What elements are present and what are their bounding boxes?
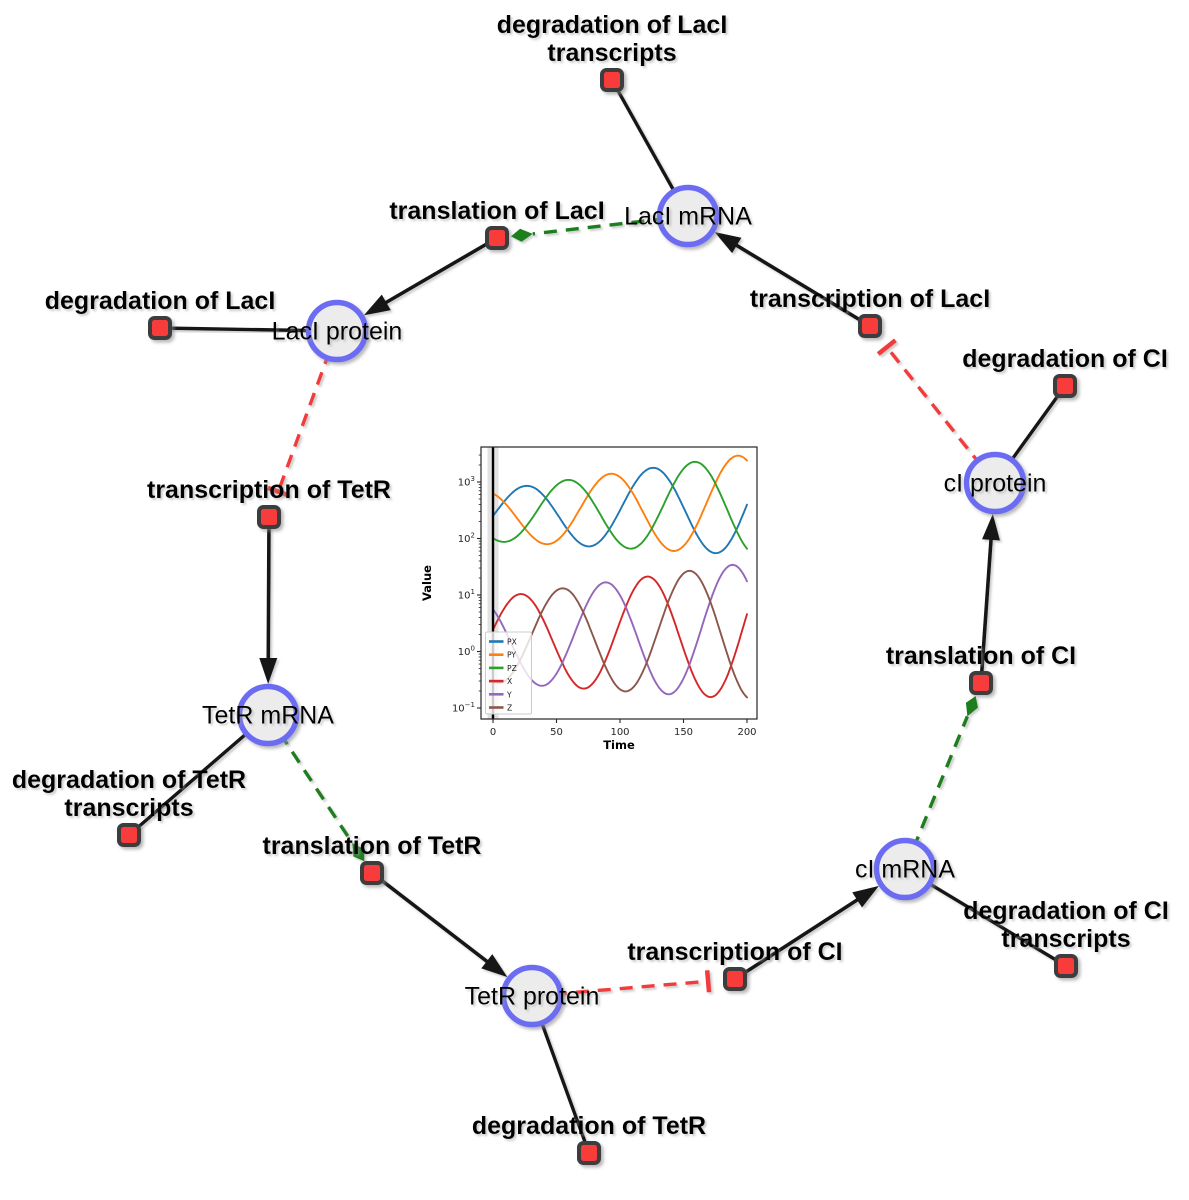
y-axis-title: Value	[420, 565, 434, 601]
x-tick-label: 200	[737, 727, 756, 738]
reaction-label-deg_tetR_tr-line1: degradation of TetR	[12, 766, 246, 794]
y-tick-label: 102	[458, 532, 475, 546]
y-tick-label: 103	[458, 475, 475, 489]
reaction-node-deg_tetR	[577, 1141, 601, 1165]
series-line-PZ	[492, 460, 748, 550]
reaction-node-transcr_tetR	[257, 505, 281, 529]
reaction-node-transl_tetR	[360, 861, 384, 885]
inset-chart: 0 50 100 150 200Time10−1100101102103ValuePXP…	[420, 446, 758, 752]
x-tick-label: 150	[674, 727, 693, 738]
reaction-node-deg_cI	[1053, 374, 1077, 398]
chart-legend: PX PY PZ XYZ	[485, 631, 532, 715]
edge-arrow-transcr_lacI-to-lacI_mRNA	[714, 232, 871, 328]
node-layer	[117, 68, 1078, 1165]
legend-label-X: X	[507, 677, 512, 686]
species-node-cI_protein	[963, 451, 1027, 515]
series-line-Y	[492, 563, 748, 696]
reaction-label-transl_cI: translation of CI	[886, 642, 1076, 670]
species-label-lacI_mRNA: LacI mRNA	[624, 203, 752, 231]
reaction-label-transl_tetR: translation of TetR	[263, 832, 482, 860]
plot-spines	[480, 446, 758, 720]
y-tick-label: 10−1	[452, 701, 475, 715]
y-tick-label: 101	[458, 588, 475, 602]
edge-arrow-transcr_cI-to-cI_mRNA	[734, 885, 879, 981]
series-lines	[492, 454, 748, 699]
species-label-cI_mRNA: cI mRNA	[855, 856, 955, 884]
x-tick-label: 0	[490, 727, 496, 738]
reaction-label-deg_cI_tr-line1: degradation of CI	[963, 897, 1169, 925]
series-line-PX	[492, 466, 748, 555]
reaction-label-deg_lacI: degradation of LacI	[45, 287, 276, 315]
y-tick-label: 100	[458, 645, 475, 659]
edge-arrow-transl_cI-to-cI_protein	[979, 513, 1000, 684]
reaction-label-deg_lacI_tr-line2: transcripts	[547, 39, 676, 67]
reaction-node-transcr_cI	[723, 967, 747, 991]
reaction-label-deg_cI_tr-line2: transcripts	[1001, 925, 1130, 953]
legend-label-PX: PX	[507, 638, 517, 647]
reaction-node-deg_lacI_tr	[600, 68, 624, 92]
reaction-label-deg_tetR_tr-line2: transcripts	[64, 794, 193, 822]
reaction-label-transcr_cI: transcription of CI	[627, 938, 842, 966]
reaction-label-transcr_tetR: transcription of TetR	[147, 476, 391, 504]
legend-label-PZ: PZ	[507, 664, 517, 673]
edge-arrow-transcr_tetR-to-tetR_mRNA	[259, 516, 278, 685]
edge-plain-cI_mRNA-to-deg_cI_tr	[904, 867, 1067, 968]
species-label-tetR_mRNA: TetR mRNA	[202, 702, 334, 730]
x-tick-label: 50	[550, 727, 563, 738]
reaction-node-deg_lacI	[148, 316, 172, 340]
series-line-Z	[492, 569, 748, 699]
edge-arrow-transl_lacI-to-lacI_protein	[363, 236, 498, 316]
species-label-lacI_protein: LacI protein	[272, 318, 403, 346]
reaction-label-deg_lacI_tr-line1: degradation of LacI	[497, 11, 728, 39]
x-axis: 0 50 100 150 200 Time	[490, 719, 757, 752]
species-node-tetR_mRNA	[236, 683, 300, 747]
legend-label-Y: Y	[506, 690, 512, 699]
reaction-label-transcr_lacI: transcription of LacI	[750, 285, 990, 313]
reaction-node-transl_lacI	[485, 226, 509, 250]
legend-label-Z: Z	[507, 704, 512, 713]
legend-label-PY: PY	[507, 651, 516, 660]
y-axis: 10−1 100 101 102 103	[452, 454, 481, 715]
edge-arrow-transl_tetR-to-tetR_protein	[370, 871, 508, 978]
x-tick-label: 100	[610, 727, 629, 738]
x-axis-title: Time	[603, 738, 635, 752]
species-node-tetR_protein	[500, 964, 564, 1028]
reaction-label-deg_cI: degradation of CI	[962, 345, 1168, 373]
reaction-node-deg_tetR_tr	[117, 823, 141, 847]
reaction-label-transl_lacI: translation of LacI	[389, 197, 604, 225]
species-label-cI_protein: cI protein	[944, 470, 1047, 498]
reaction-label-deg_tetR: degradation of TetR	[472, 1112, 706, 1140]
reaction-node-transl_cI	[969, 671, 993, 695]
series-line-X	[492, 575, 748, 699]
species-node-cI_mRNA	[873, 837, 937, 901]
reaction-node-transcr_lacI	[858, 314, 882, 338]
label-layer: LacI mRNA LacI protein TetR mRNA TetR prote…	[12, 11, 1169, 1140]
species-node-lacI_mRNA	[656, 184, 720, 248]
species-node-lacI_protein	[305, 299, 369, 363]
reaction-node-deg_cI_tr	[1054, 954, 1078, 978]
species-label-tetR_protein: TetR protein	[465, 983, 600, 1011]
series-line-PY	[492, 454, 748, 552]
